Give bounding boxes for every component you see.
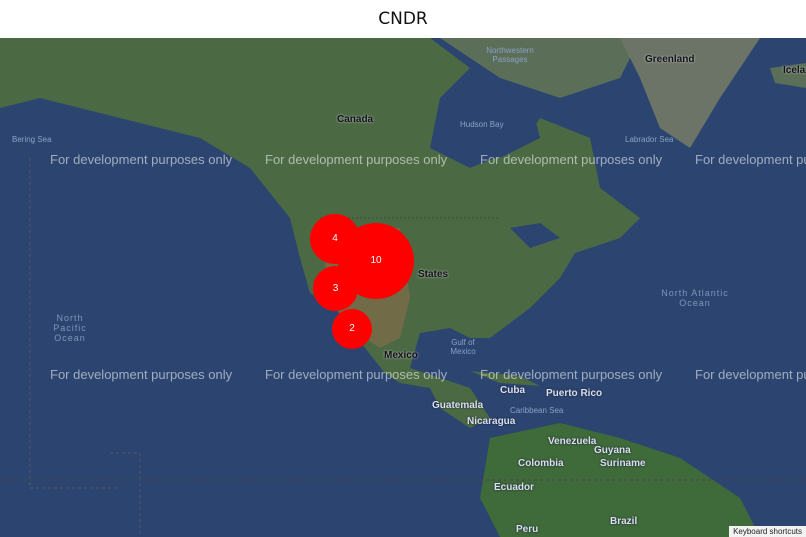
greenland-land	[620, 38, 760, 148]
label-ecuador: Ecuador	[494, 482, 535, 493]
watermark: For development purposes only	[480, 367, 663, 382]
label-guyana: Guyana	[594, 445, 631, 456]
label-labrador-sea: Labrador Sea	[625, 135, 674, 144]
cluster-count: 2	[349, 323, 355, 334]
label-caribbean-sea: Caribbean Sea	[510, 406, 564, 415]
label-cuba: Cuba	[500, 385, 525, 396]
label-iceland: Icela	[783, 65, 806, 76]
great-lakes	[510, 223, 560, 248]
label-gulf-of-mexico: Gulf of Mexico	[450, 338, 476, 356]
hudson-bay-water	[450, 88, 540, 158]
watermark: For development purposes only	[265, 367, 448, 382]
cluster-marker[interactable]: 3	[313, 266, 358, 311]
watermark: For development purposes only	[480, 152, 663, 167]
cluster-count: 10	[370, 255, 382, 266]
label-peru: Peru	[516, 524, 539, 535]
cluster-count: 4	[332, 233, 338, 244]
label-north-pacific: North Pacific Ocean	[53, 313, 87, 343]
cluster-count: 3	[332, 282, 339, 294]
label-brazil: Brazil	[610, 516, 638, 527]
watermark: For development purposes only	[50, 152, 233, 167]
label-bering-sea: Bering Sea	[12, 135, 52, 144]
label-suriname: Suriname	[600, 458, 646, 469]
label-nicaragua: Nicaragua	[467, 416, 516, 427]
arctic-islands	[440, 38, 640, 98]
watermark: For development purposes only	[50, 367, 233, 382]
label-colombia: Colombia	[518, 458, 564, 469]
label-greenland: Greenland	[645, 54, 695, 65]
label-guatemala: Guatemala	[432, 400, 484, 411]
iceland-land	[770, 63, 806, 88]
label-mexico: Mexico	[384, 350, 418, 361]
boundary-line	[29, 158, 120, 489]
watermark: For development purposes only	[695, 367, 806, 382]
map[interactable]: Greenland Icela Canada Hudson Bay Labrad…	[0, 38, 806, 537]
cuba-land	[470, 371, 540, 386]
page-title: CNDR	[378, 9, 428, 29]
label-hudson-bay: Hudson Bay	[460, 120, 504, 129]
cluster-marker[interactable]: 4	[310, 214, 360, 264]
label-united-states: States	[418, 269, 449, 280]
watermark: For development purposes only	[695, 152, 806, 167]
boundary-line	[110, 452, 141, 537]
keyboard-shortcuts-button[interactable]: Keyboard shortcuts	[729, 526, 806, 537]
watermark: For development purposes only	[265, 152, 448, 167]
label-venezuela: Venezuela	[548, 436, 597, 447]
cluster-marker[interactable]: 2	[332, 309, 372, 349]
label-nw-passages: Northwestern Passages	[486, 46, 534, 64]
label-puerto-rico: Puerto Rico	[546, 388, 603, 399]
label-canada: Canada	[337, 114, 374, 125]
label-north-atlantic: North Atlantic Ocean	[661, 288, 729, 308]
